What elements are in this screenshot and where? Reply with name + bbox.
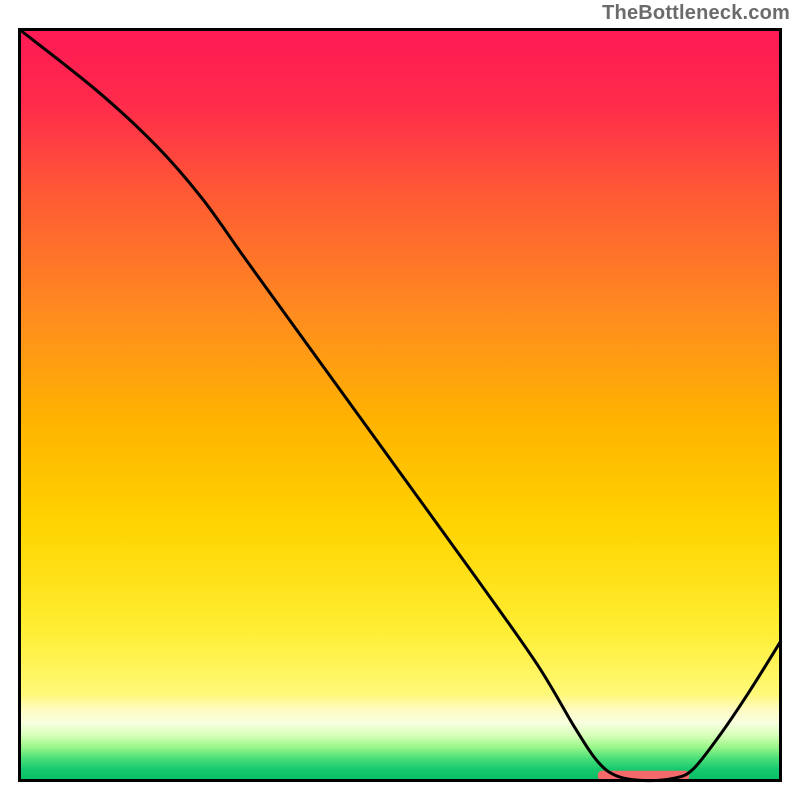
bottleneck-chart xyxy=(0,0,800,800)
watermark-text: TheBottleneck.com xyxy=(602,2,790,25)
chart-container: TheBottleneck.com xyxy=(0,0,800,800)
gradient-background xyxy=(20,30,781,781)
